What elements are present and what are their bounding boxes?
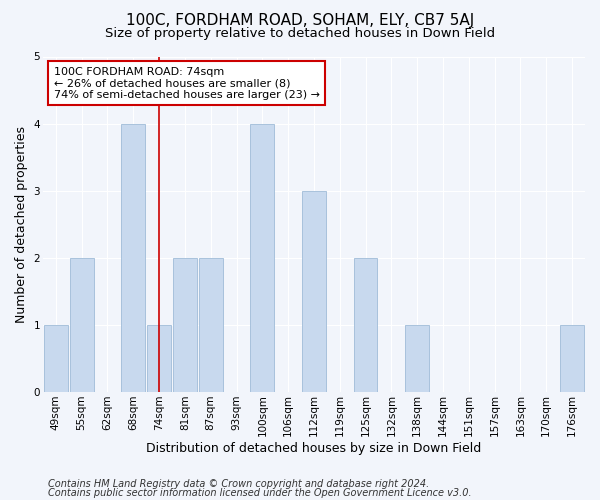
Bar [302,190,326,392]
Bar [250,124,274,392]
Text: Contains public sector information licensed under the Open Government Licence v3: Contains public sector information licen… [48,488,472,498]
Y-axis label: Number of detached properties: Number of detached properties [15,126,28,322]
Bar [199,258,223,392]
Text: 100C, FORDHAM ROAD, SOHAM, ELY, CB7 5AJ: 100C, FORDHAM ROAD, SOHAM, ELY, CB7 5AJ [126,12,474,28]
Bar [44,324,68,392]
Bar [121,124,145,392]
Bar [406,324,429,392]
Bar [354,258,377,392]
Bar [560,324,584,392]
Bar [173,258,197,392]
Bar [70,258,94,392]
Bar [147,324,171,392]
Text: Contains HM Land Registry data © Crown copyright and database right 2024.: Contains HM Land Registry data © Crown c… [48,479,429,489]
Text: Size of property relative to detached houses in Down Field: Size of property relative to detached ho… [105,28,495,40]
X-axis label: Distribution of detached houses by size in Down Field: Distribution of detached houses by size … [146,442,482,455]
Text: 100C FORDHAM ROAD: 74sqm
← 26% of detached houses are smaller (8)
74% of semi-de: 100C FORDHAM ROAD: 74sqm ← 26% of detach… [54,66,320,100]
